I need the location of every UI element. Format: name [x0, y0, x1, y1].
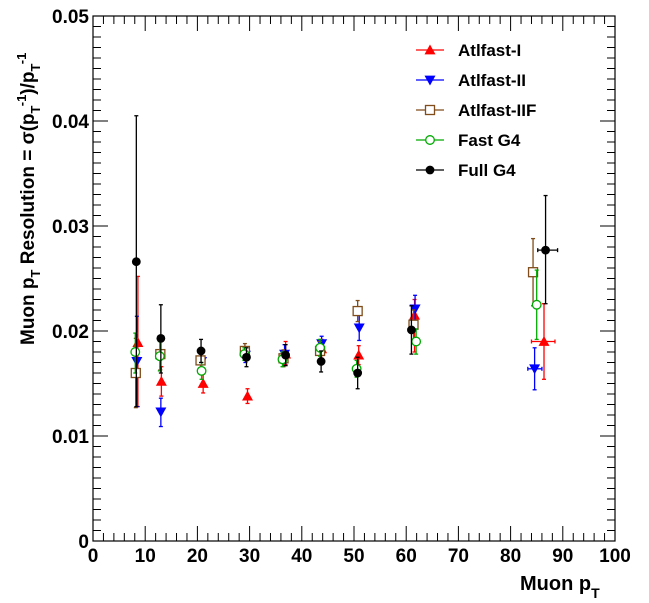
x-axis-label: Muon pT [520, 573, 600, 601]
legend-label: Atlfast-I [458, 41, 521, 60]
data-point [196, 346, 206, 356]
data-point [242, 352, 251, 362]
x-tick-label: 30 [239, 546, 260, 567]
x-tick-label: 70 [448, 546, 469, 567]
y-axis-label: Muon pT Resolution = σ(pT-1)/pT-1 [14, 53, 43, 345]
legend-marker [425, 165, 435, 175]
data-marks [130, 115, 559, 428]
legend-entry: Fast G4 [416, 131, 521, 150]
legend: Atlfast-I Atlfast-II Atlfast-IIF Fast G4 Ful… [416, 41, 536, 180]
legend-entry: Atlfast-I [416, 41, 521, 60]
series-atlfast-ii [131, 294, 543, 428]
data-point [411, 336, 422, 347]
legend-label: Atlfast-IIF [458, 101, 536, 120]
data-point [156, 333, 166, 343]
legend-marker [424, 44, 436, 55]
series-atlfast-i [132, 275, 556, 408]
series-atlfast-iif [130, 237, 539, 409]
legend-marker [424, 75, 436, 86]
data-point [353, 349, 365, 360]
data-point [196, 365, 207, 376]
data-point [130, 347, 141, 357]
legend-label: Full G4 [458, 161, 516, 180]
y-tick-label: 0.01 [52, 427, 89, 448]
data-point [531, 299, 542, 310]
x-tick-label: 40 [291, 546, 312, 567]
x-tick-label: 100 [599, 546, 631, 567]
series-fast-g4 [130, 269, 542, 380]
x-tick-label: 50 [343, 546, 364, 567]
data-point [242, 390, 254, 401]
legend-marker [425, 135, 435, 145]
data-point [529, 364, 541, 375]
legend-marker [424, 104, 436, 116]
x-tick-label: 80 [500, 546, 521, 567]
legend-label: Fast G4 [458, 131, 521, 150]
data-point [538, 336, 550, 346]
data-point [353, 368, 363, 378]
x-tick-label: 90 [552, 546, 573, 567]
data-point [316, 357, 326, 366]
data-point [352, 305, 363, 317]
data-point [281, 350, 291, 360]
data-point [154, 351, 165, 362]
y-tick-label: 0.04 [52, 112, 89, 133]
y-tick-label: 0.03 [52, 217, 89, 238]
data-point [541, 245, 550, 255]
x-tick-label: 0 [88, 546, 99, 567]
y-tick-label: 0.05 [52, 7, 89, 28]
data-point [131, 257, 141, 267]
y-tick-label: 0 [78, 532, 89, 553]
data-point [155, 407, 167, 418]
data-point [527, 267, 539, 278]
data-point [353, 323, 365, 334]
data-point [155, 375, 167, 386]
legend-label: Atlfast-II [458, 71, 526, 90]
y-tick-label: 0.02 [52, 322, 89, 343]
x-tick-label: 10 [135, 546, 156, 567]
series-full-g4 [131, 115, 559, 408]
data-point [197, 378, 209, 388]
legend-entry: Full G4 [416, 161, 516, 180]
legend-entry: Atlfast-IIF [416, 101, 536, 120]
data-point [407, 325, 416, 335]
plot-axes: 0 10 20 30 40 50 60 70 80 90 100 0 0.01 0.02 0.03 0.04 0… [52, 7, 631, 567]
x-tick-label: 20 [187, 546, 208, 567]
data-point [315, 342, 326, 353]
x-tick-label: 60 [396, 546, 417, 567]
legend-entry: Atlfast-II [416, 71, 526, 90]
